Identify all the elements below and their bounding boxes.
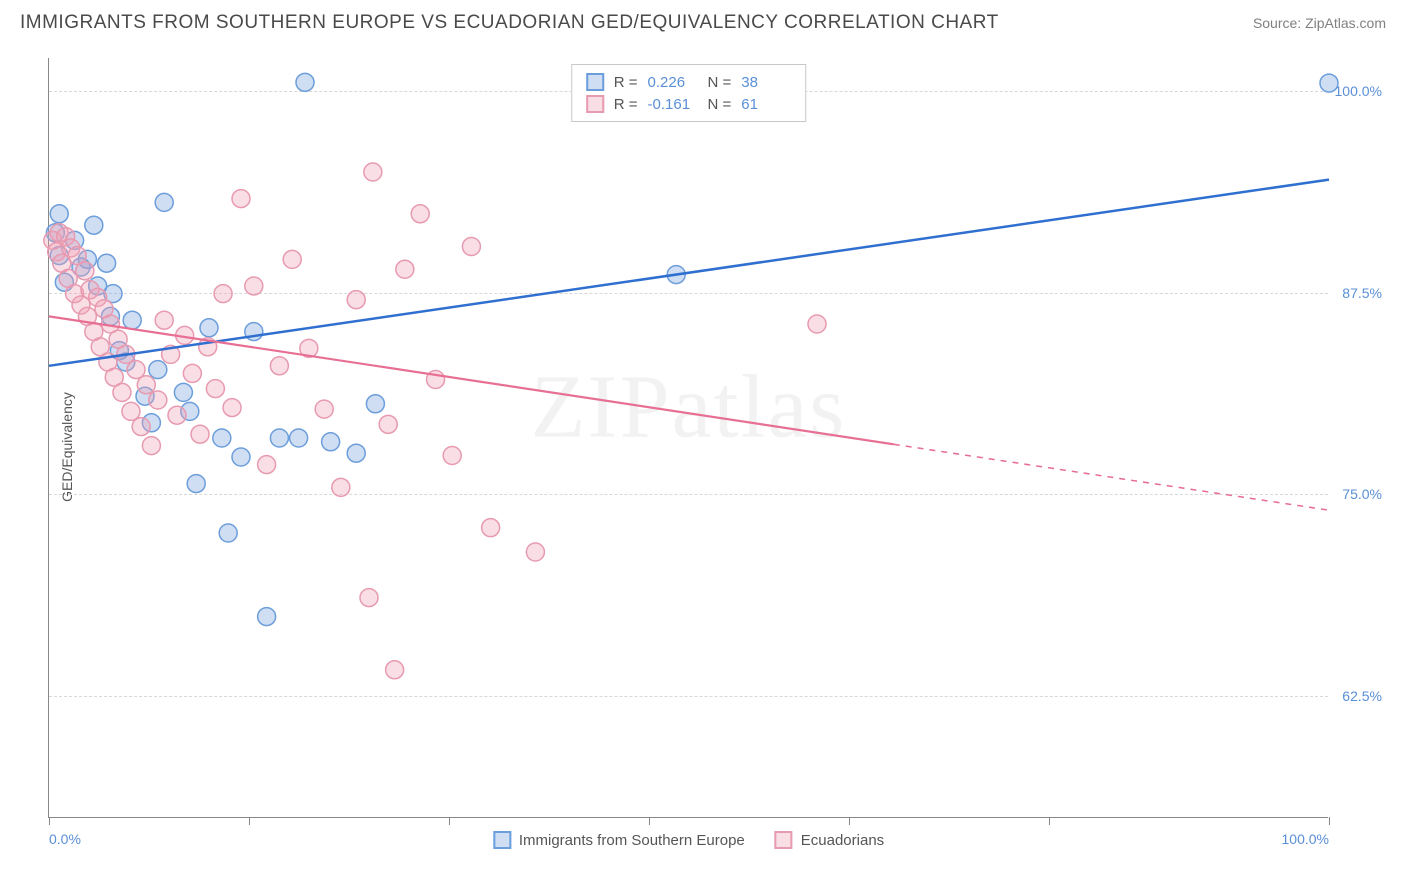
data-point-southern_europe [296, 73, 314, 91]
data-point-ecuadorians [315, 400, 333, 418]
stat-n-label-2: N = [708, 96, 732, 113]
bottom-legend: Immigrants from Southern Europe Ecuadori… [493, 831, 884, 849]
chart-svg [49, 58, 1329, 818]
source-label: Source: ZipAtlas.com [1253, 15, 1386, 31]
data-point-ecuadorians [347, 291, 365, 309]
x-tick [849, 817, 850, 825]
x-tick [49, 817, 50, 825]
data-point-ecuadorians [379, 415, 397, 433]
data-point-ecuadorians [132, 418, 150, 436]
legend-item-1: Immigrants from Southern Europe [493, 831, 745, 849]
stat-r-value-1: 0.226 [648, 74, 698, 91]
legend-label-2: Ecuadorians [801, 832, 884, 849]
legend-label-1: Immigrants from Southern Europe [519, 832, 745, 849]
x-tick [1049, 817, 1050, 825]
data-point-southern_europe [347, 444, 365, 462]
y-tick-label: 75.0% [1342, 486, 1382, 502]
data-point-southern_europe [85, 216, 103, 234]
chart-title: IMMIGRANTS FROM SOUTHERN EUROPE VS ECUAD… [20, 12, 999, 34]
stat-n-label-1: N = [708, 74, 732, 91]
data-point-ecuadorians [462, 237, 480, 255]
data-point-ecuadorians [386, 661, 404, 679]
legend-item-2: Ecuadorians [775, 831, 884, 849]
data-point-ecuadorians [360, 589, 378, 607]
data-point-southern_europe [290, 429, 308, 447]
data-point-southern_europe [366, 395, 384, 413]
stats-row-series-1: R = 0.226 N = 38 [586, 71, 792, 93]
data-point-southern_europe [322, 433, 340, 451]
x-tick [649, 817, 650, 825]
data-point-southern_europe [270, 429, 288, 447]
data-point-southern_europe [213, 429, 231, 447]
plot-area: ZIPatlas R = 0.226 N = 38 R = -0.161 N =… [48, 58, 1328, 818]
stat-n-value-1: 38 [741, 74, 791, 91]
data-point-ecuadorians [113, 383, 131, 401]
data-point-ecuadorians [149, 391, 167, 409]
data-point-ecuadorians [183, 364, 201, 382]
data-point-southern_europe [155, 193, 173, 211]
regression-line-ecuadorians [49, 316, 894, 444]
data-point-ecuadorians [258, 456, 276, 474]
x-tick-label: 100.0% [1282, 831, 1329, 847]
y-tick-label: 100.0% [1335, 83, 1382, 99]
x-tick [249, 817, 250, 825]
data-point-southern_europe [50, 205, 68, 223]
data-point-ecuadorians [364, 163, 382, 181]
legend-swatch-pink [775, 831, 793, 849]
data-point-ecuadorians [482, 519, 500, 537]
stat-r-label-2: R = [614, 96, 638, 113]
stats-box: R = 0.226 N = 38 R = -0.161 N = 61 [571, 64, 807, 122]
data-point-southern_europe [149, 361, 167, 379]
data-point-ecuadorians [206, 380, 224, 398]
data-point-ecuadorians [76, 262, 94, 280]
stats-row-series-2: R = -0.161 N = 61 [586, 93, 792, 115]
data-point-southern_europe [232, 448, 250, 466]
data-point-ecuadorians [808, 315, 826, 333]
data-point-ecuadorians [270, 357, 288, 375]
stat-r-label-1: R = [614, 74, 638, 91]
legend-swatch-blue [493, 831, 511, 849]
swatch-blue [586, 73, 604, 91]
plot-wrapper: GED/Equivalency ZIPatlas R = 0.226 N = 3… [48, 58, 1386, 836]
data-point-ecuadorians [443, 446, 461, 464]
data-point-ecuadorians [396, 260, 414, 278]
data-point-southern_europe [123, 311, 141, 329]
data-point-ecuadorians [155, 311, 173, 329]
x-tick [449, 817, 450, 825]
data-point-ecuadorians [526, 543, 544, 561]
x-tick-label: 0.0% [49, 831, 81, 847]
data-point-southern_europe [258, 608, 276, 626]
stat-r-value-2: -0.161 [648, 96, 698, 113]
data-point-ecuadorians [283, 250, 301, 268]
x-tick [1329, 817, 1330, 825]
data-point-southern_europe [187, 475, 205, 493]
stat-n-value-2: 61 [741, 96, 791, 113]
data-point-southern_europe [200, 319, 218, 337]
data-point-southern_europe [219, 524, 237, 542]
data-point-ecuadorians [168, 406, 186, 424]
data-point-ecuadorians [137, 376, 155, 394]
data-point-ecuadorians [223, 399, 241, 417]
data-point-southern_europe [174, 383, 192, 401]
data-point-ecuadorians [232, 190, 250, 208]
y-tick-label: 62.5% [1342, 688, 1382, 704]
data-point-ecuadorians [411, 205, 429, 223]
swatch-pink [586, 95, 604, 113]
data-point-ecuadorians [332, 478, 350, 496]
data-point-ecuadorians [142, 437, 160, 455]
regression-line-dashed-ecuadorians [894, 444, 1329, 510]
data-point-ecuadorians [214, 285, 232, 303]
data-point-southern_europe [98, 254, 116, 272]
data-point-ecuadorians [245, 277, 263, 295]
data-point-ecuadorians [191, 425, 209, 443]
y-tick-label: 87.5% [1342, 285, 1382, 301]
